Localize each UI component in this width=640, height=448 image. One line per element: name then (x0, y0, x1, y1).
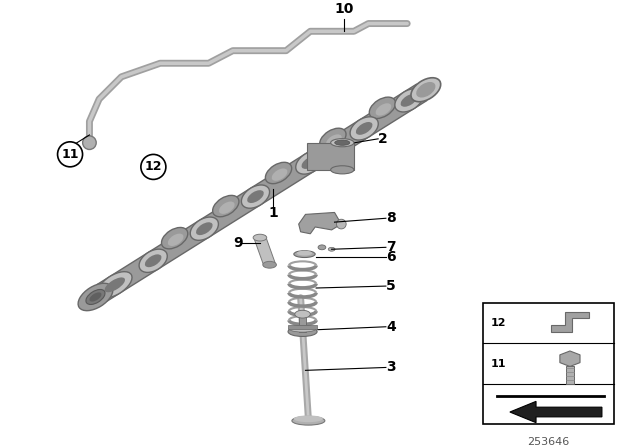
Text: 12: 12 (145, 160, 162, 173)
Ellipse shape (401, 94, 417, 107)
Circle shape (337, 219, 346, 229)
Ellipse shape (369, 97, 396, 119)
Ellipse shape (335, 140, 350, 145)
Ellipse shape (301, 156, 318, 169)
Text: 11: 11 (61, 148, 79, 161)
Text: 5: 5 (386, 279, 396, 293)
Ellipse shape (294, 415, 323, 422)
Ellipse shape (253, 234, 267, 241)
Ellipse shape (90, 293, 102, 302)
Bar (299, 314, 307, 332)
Polygon shape (255, 236, 275, 267)
Ellipse shape (331, 166, 354, 174)
Ellipse shape (272, 168, 287, 181)
Text: 8: 8 (386, 211, 396, 225)
Ellipse shape (98, 271, 132, 298)
Text: 7: 7 (386, 240, 396, 254)
Ellipse shape (326, 134, 342, 147)
Ellipse shape (104, 277, 125, 292)
Polygon shape (510, 401, 602, 422)
Ellipse shape (294, 251, 315, 258)
Text: 9: 9 (233, 237, 243, 250)
Ellipse shape (356, 122, 372, 135)
Ellipse shape (263, 261, 276, 268)
Ellipse shape (297, 251, 312, 255)
Text: 3: 3 (386, 361, 396, 375)
Polygon shape (97, 84, 427, 301)
Ellipse shape (295, 310, 310, 318)
Ellipse shape (288, 327, 317, 336)
Ellipse shape (139, 249, 167, 272)
Text: 6: 6 (386, 250, 396, 264)
Ellipse shape (289, 325, 316, 332)
Ellipse shape (266, 162, 292, 184)
Ellipse shape (411, 78, 441, 102)
Circle shape (83, 136, 96, 150)
Text: 11: 11 (490, 358, 506, 369)
Ellipse shape (328, 247, 335, 251)
Bar (288, 325, 317, 329)
Text: 1: 1 (269, 206, 278, 220)
Ellipse shape (318, 245, 326, 250)
Ellipse shape (86, 289, 105, 305)
Ellipse shape (350, 117, 378, 140)
Ellipse shape (376, 103, 391, 116)
Text: 253646: 253646 (527, 437, 569, 447)
Ellipse shape (241, 185, 269, 208)
Ellipse shape (168, 233, 184, 246)
Ellipse shape (78, 283, 113, 310)
Ellipse shape (416, 82, 435, 98)
Ellipse shape (212, 195, 239, 217)
Ellipse shape (247, 190, 264, 203)
Polygon shape (550, 312, 589, 332)
Ellipse shape (161, 228, 188, 249)
Ellipse shape (395, 89, 423, 112)
Text: 12: 12 (490, 318, 506, 328)
Text: 4: 4 (386, 320, 396, 334)
Ellipse shape (219, 202, 235, 214)
Text: 2: 2 (378, 132, 388, 146)
Polygon shape (560, 351, 580, 366)
Ellipse shape (331, 138, 354, 147)
Bar (566, 366, 574, 384)
Polygon shape (299, 212, 341, 234)
Text: 10: 10 (335, 2, 354, 16)
Ellipse shape (320, 128, 346, 150)
Ellipse shape (296, 151, 324, 174)
Ellipse shape (196, 222, 212, 235)
Bar (483, 302, 614, 424)
Ellipse shape (190, 217, 218, 240)
Polygon shape (307, 143, 354, 170)
Ellipse shape (292, 416, 325, 425)
Ellipse shape (145, 254, 161, 267)
